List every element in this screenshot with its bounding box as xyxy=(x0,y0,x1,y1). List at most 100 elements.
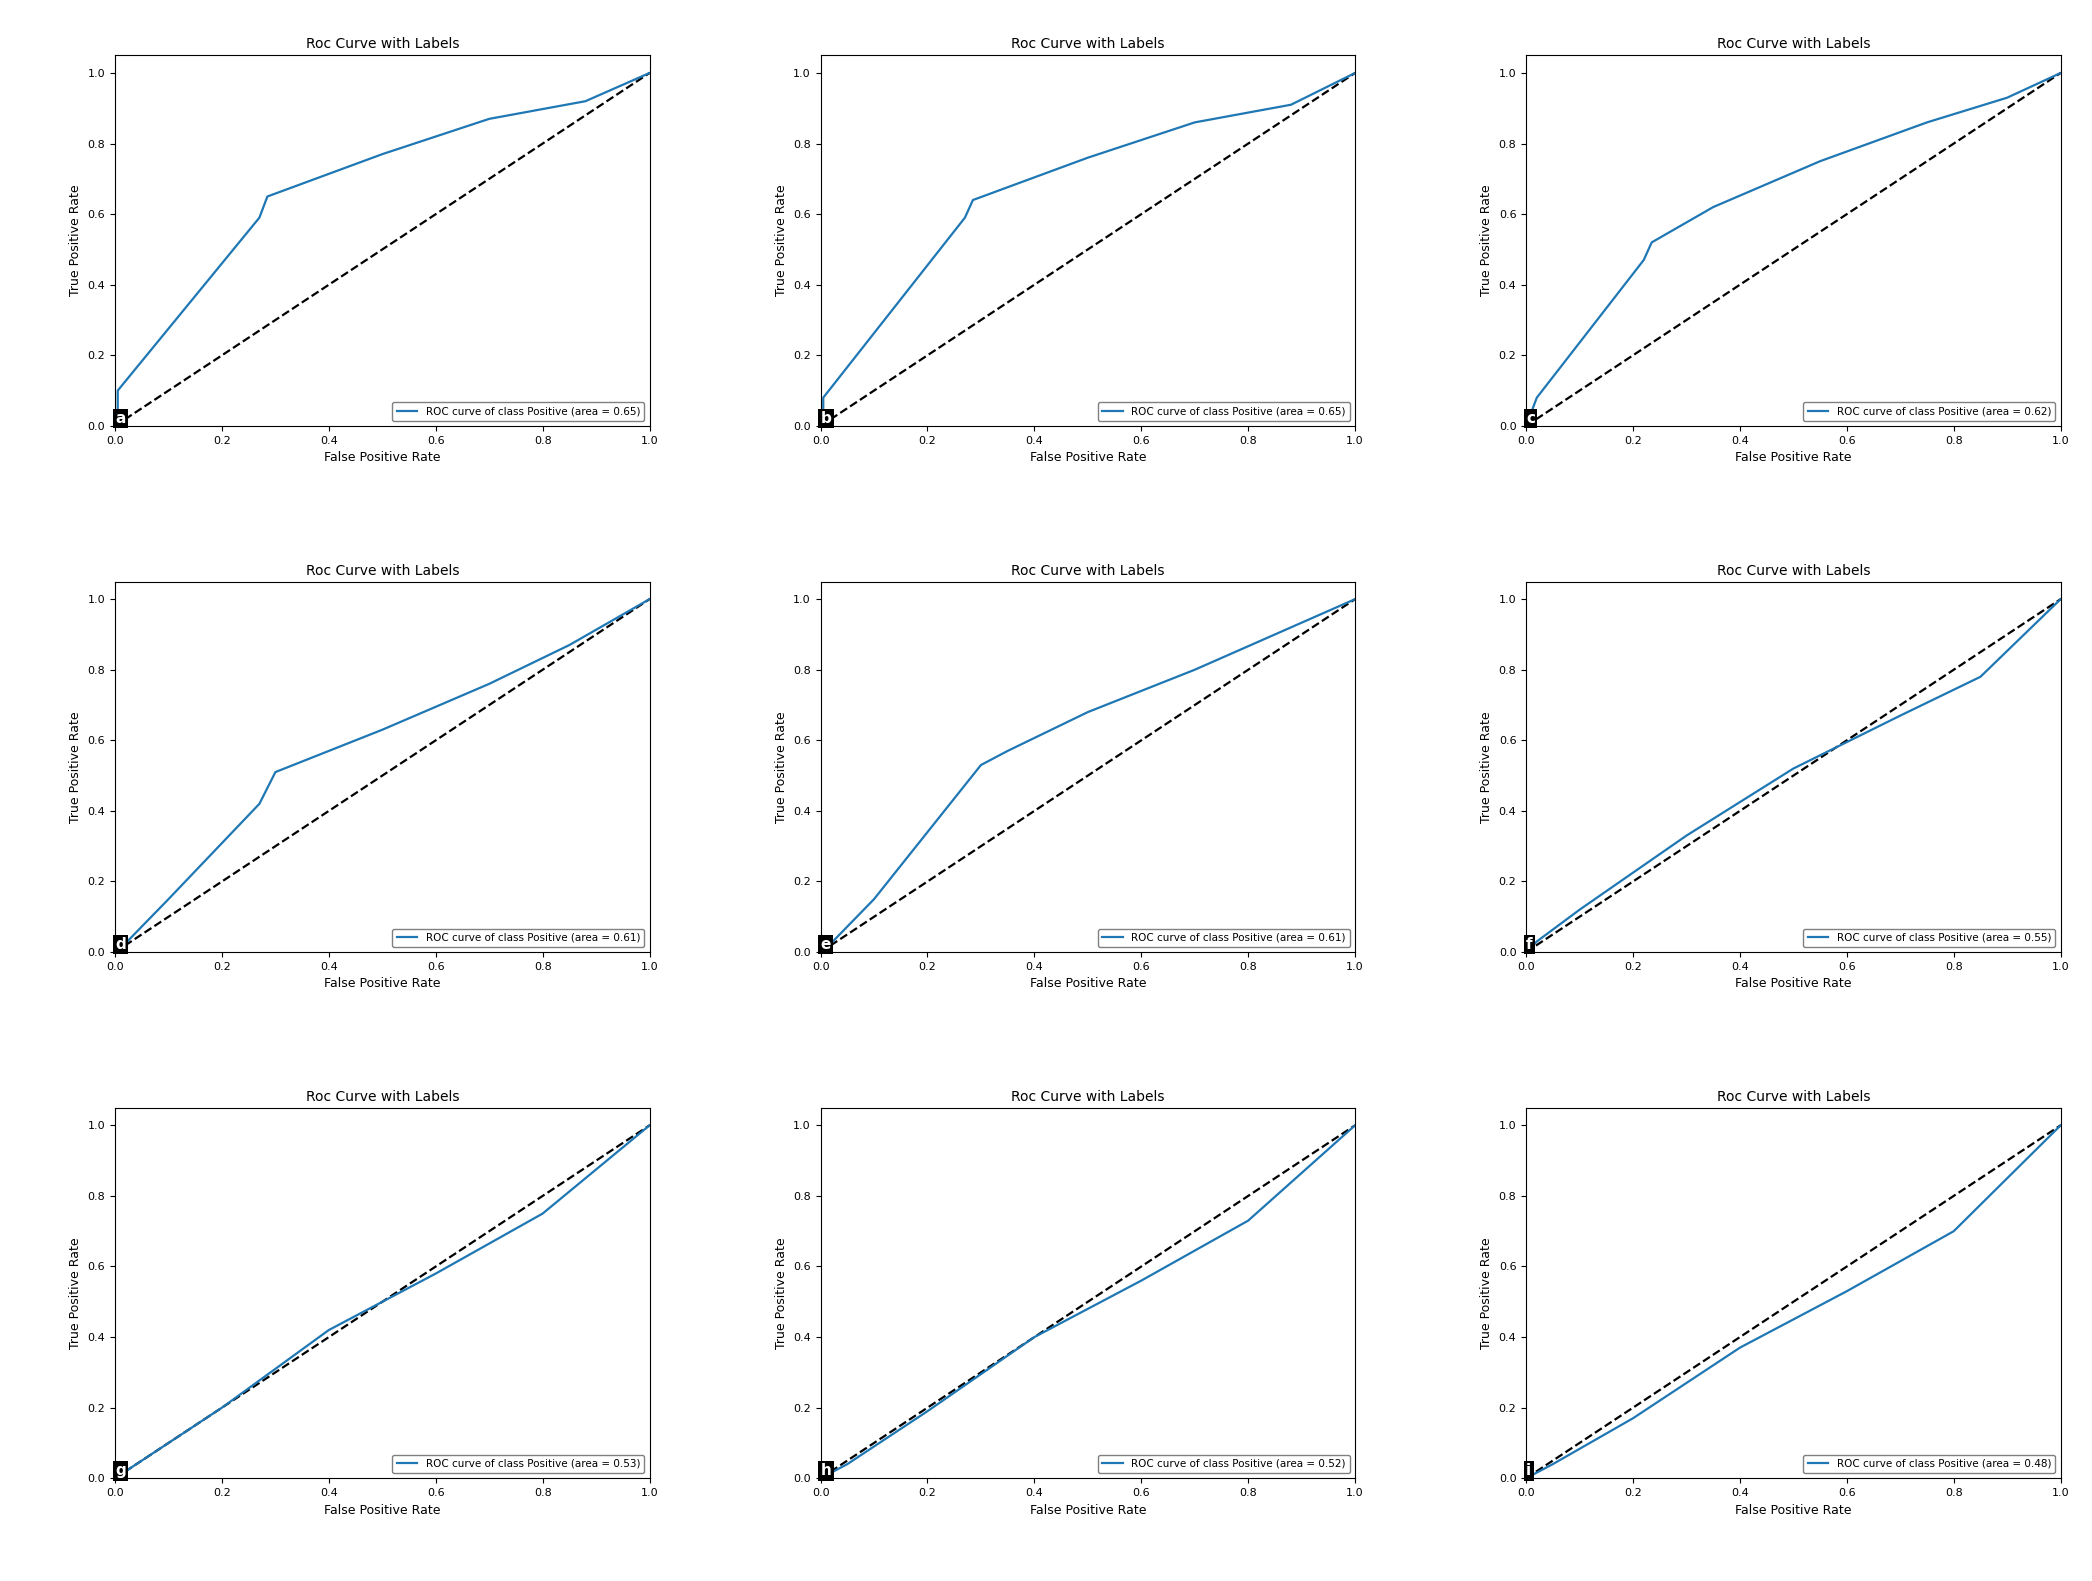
ROC curve of class Positive (area = 0.48) xyxy=(1835,1282,1860,1301)
ROC curve of class Positive (area = 0.62) xyxy=(2048,63,2073,82)
ROC curve of class Positive (area = 0.55) xyxy=(1525,931,1550,950)
ROC curve of class Positive (area = 0.61) xyxy=(370,721,395,740)
ROC curve of class Positive (area = 0.65) xyxy=(573,92,598,111)
ROC curve of class Positive (area = 0.55) xyxy=(1780,759,1805,778)
Y-axis label: True Positive Rate: True Positive Rate xyxy=(774,185,787,296)
ROC curve of class Positive (area = 0.55) xyxy=(2048,590,2073,609)
Title: Roc Curve with Labels: Roc Curve with Labels xyxy=(1010,1089,1165,1104)
ROC curve of class Positive (area = 0.65) xyxy=(105,381,130,400)
ROC curve of class Positive (area = 0.55) xyxy=(1674,827,1699,846)
ROC curve of class Positive (area = 0.48) xyxy=(1540,1455,1565,1473)
ROC curve of class Positive (area = 0.62) xyxy=(1701,198,1726,217)
ROC curve of class Positive (area = 0.65) xyxy=(105,416,130,435)
ROC curve of class Positive (area = 0.65) xyxy=(960,191,985,210)
ROC curve of class Positive (area = 0.61) xyxy=(1075,702,1100,721)
ROC curve of class Positive (area = 0.55) xyxy=(1567,900,1592,919)
ROC curve of class Positive (area = 0.62) xyxy=(1914,112,1939,131)
Text: h: h xyxy=(820,1464,831,1478)
Text: d: d xyxy=(115,938,126,952)
Text: b: b xyxy=(820,411,831,425)
X-axis label: False Positive Rate: False Positive Rate xyxy=(1734,1504,1851,1516)
Title: Roc Curve with Labels: Roc Curve with Labels xyxy=(305,38,458,52)
Line: ROC curve of class Positive (area = 0.62): ROC curve of class Positive (area = 0.62… xyxy=(1527,73,2061,425)
ROC curve of class Positive (area = 0.48) xyxy=(1621,1409,1646,1428)
ROC curve of class Positive (area = 0.55) xyxy=(1969,667,1994,686)
X-axis label: False Positive Rate: False Positive Rate xyxy=(324,451,441,465)
X-axis label: False Positive Rate: False Positive Rate xyxy=(1029,977,1146,990)
ROC curve of class Positive (area = 0.62) xyxy=(1994,89,2019,108)
ROC curve of class Positive (area = 0.62) xyxy=(1515,416,1540,435)
Y-axis label: True Positive Rate: True Positive Rate xyxy=(774,1238,787,1349)
ROC curve of class Positive (area = 0.65) xyxy=(952,209,977,228)
ROC curve of class Positive (area = 0.61) xyxy=(247,794,272,813)
ROC curve of class Positive (area = 0.52) xyxy=(808,1469,833,1488)
ROC curve of class Positive (area = 0.52) xyxy=(1343,1116,1368,1135)
Line: ROC curve of class Positive (area = 0.61): ROC curve of class Positive (area = 0.61… xyxy=(820,599,1356,952)
ROC curve of class Positive (area = 0.65) xyxy=(255,187,280,206)
Text: f: f xyxy=(1527,938,1533,952)
Title: Roc Curve with Labels: Roc Curve with Labels xyxy=(1010,38,1165,52)
ROC curve of class Positive (area = 0.65) xyxy=(1278,95,1303,114)
ROC curve of class Positive (area = 0.61) xyxy=(969,756,994,775)
Text: i: i xyxy=(1527,1464,1531,1478)
ROC curve of class Positive (area = 0.53) xyxy=(130,1451,155,1470)
ROC curve of class Positive (area = 0.48) xyxy=(1515,1469,1540,1488)
Y-axis label: True Positive Rate: True Positive Rate xyxy=(1481,1238,1494,1349)
X-axis label: False Positive Rate: False Positive Rate xyxy=(324,1504,441,1516)
ROC curve of class Positive (area = 0.53) xyxy=(316,1320,341,1339)
ROC curve of class Positive (area = 0.65) xyxy=(812,416,837,435)
Y-axis label: True Positive Rate: True Positive Rate xyxy=(69,711,82,822)
X-axis label: False Positive Rate: False Positive Rate xyxy=(1029,451,1146,465)
ROC curve of class Positive (area = 0.65) xyxy=(812,389,837,408)
ROC curve of class Positive (area = 0.62) xyxy=(1807,152,1833,171)
ROC curve of class Positive (area = 0.65) xyxy=(103,416,128,435)
Legend: ROC curve of class Positive (area = 0.61): ROC curve of class Positive (area = 0.61… xyxy=(393,928,644,947)
ROC curve of class Positive (area = 0.65) xyxy=(247,209,272,228)
X-axis label: False Positive Rate: False Positive Rate xyxy=(1734,977,1851,990)
Legend: ROC curve of class Positive (area = 0.65): ROC curve of class Positive (area = 0.65… xyxy=(1098,402,1349,421)
Y-axis label: True Positive Rate: True Positive Rate xyxy=(69,185,82,296)
ROC curve of class Positive (area = 0.65) xyxy=(1182,112,1207,131)
Text: c: c xyxy=(1527,411,1536,425)
ROC curve of class Positive (area = 0.55) xyxy=(1887,707,1912,726)
ROC curve of class Positive (area = 0.52) xyxy=(1236,1211,1261,1230)
ROC curve of class Positive (area = 0.65) xyxy=(1343,63,1368,82)
ROC curve of class Positive (area = 0.65) xyxy=(477,109,502,128)
ROC curve of class Positive (area = 0.61) xyxy=(862,890,887,909)
Line: ROC curve of class Positive (area = 0.61): ROC curve of class Positive (area = 0.61… xyxy=(115,599,649,952)
Line: ROC curve of class Positive (area = 0.65): ROC curve of class Positive (area = 0.65… xyxy=(820,73,1356,425)
ROC curve of class Positive (area = 0.52) xyxy=(1021,1328,1046,1347)
Legend: ROC curve of class Positive (area = 0.53): ROC curve of class Positive (area = 0.53… xyxy=(393,1455,644,1473)
ROC curve of class Positive (area = 0.61) xyxy=(636,590,661,609)
ROC curve of class Positive (area = 0.65) xyxy=(636,63,661,82)
X-axis label: False Positive Rate: False Positive Rate xyxy=(1734,451,1851,465)
ROC curve of class Positive (area = 0.65) xyxy=(1075,149,1100,168)
ROC curve of class Positive (area = 0.61) xyxy=(1261,624,1287,643)
ROC curve of class Positive (area = 0.61) xyxy=(157,890,182,909)
Line: ROC curve of class Positive (area = 0.65): ROC curve of class Positive (area = 0.65… xyxy=(115,73,649,425)
Legend: ROC curve of class Positive (area = 0.62): ROC curve of class Positive (area = 0.62… xyxy=(1803,402,2056,421)
ROC curve of class Positive (area = 0.65) xyxy=(808,416,833,435)
X-axis label: False Positive Rate: False Positive Rate xyxy=(1029,1504,1146,1516)
ROC curve of class Positive (area = 0.53) xyxy=(423,1265,448,1284)
Line: ROC curve of class Positive (area = 0.52): ROC curve of class Positive (area = 0.52… xyxy=(820,1126,1356,1478)
Text: e: e xyxy=(820,938,831,952)
ROC curve of class Positive (area = 0.52) xyxy=(835,1455,860,1473)
Text: a: a xyxy=(115,411,126,425)
ROC curve of class Positive (area = 0.61) xyxy=(814,939,839,958)
Y-axis label: True Positive Rate: True Positive Rate xyxy=(1481,185,1494,296)
ROC curve of class Positive (area = 0.53) xyxy=(209,1398,234,1417)
ROC curve of class Positive (area = 0.61) xyxy=(477,675,502,694)
ROC curve of class Positive (area = 0.48) xyxy=(1728,1338,1753,1356)
Line: ROC curve of class Positive (area = 0.55): ROC curve of class Positive (area = 0.55… xyxy=(1527,599,2061,952)
ROC curve of class Positive (area = 0.62) xyxy=(1640,232,1665,251)
ROC curve of class Positive (area = 0.48) xyxy=(1941,1222,1966,1241)
Title: Roc Curve with Labels: Roc Curve with Labels xyxy=(1010,563,1165,577)
ROC curve of class Positive (area = 0.53) xyxy=(529,1205,554,1224)
ROC curve of class Positive (area = 0.61) xyxy=(996,741,1021,760)
Legend: ROC curve of class Positive (area = 0.52): ROC curve of class Positive (area = 0.52… xyxy=(1098,1455,1349,1473)
Y-axis label: True Positive Rate: True Positive Rate xyxy=(1481,711,1494,822)
ROC curve of class Positive (area = 0.61) xyxy=(1343,590,1368,609)
Legend: ROC curve of class Positive (area = 0.48): ROC curve of class Positive (area = 0.48… xyxy=(1803,1455,2056,1473)
ROC curve of class Positive (area = 0.65) xyxy=(370,145,395,164)
